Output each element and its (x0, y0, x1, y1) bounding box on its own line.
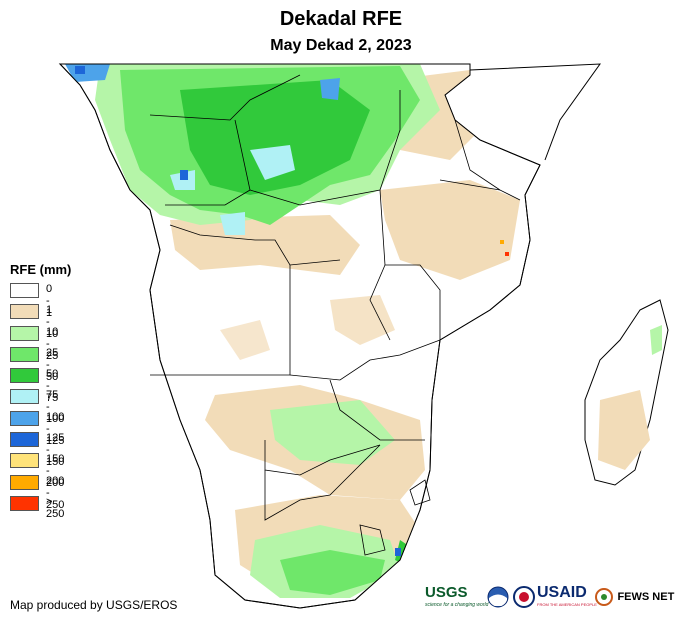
rainfall-layer (65, 64, 520, 598)
legend-label: 200 - 250 (46, 474, 65, 511)
noaa-logo (487, 586, 509, 613)
legend-swatch (10, 325, 39, 341)
legend-label: 25 - 50 (46, 346, 59, 383)
legend-swatch (10, 410, 39, 426)
legend-swatch (10, 495, 39, 511)
legend-swatch (10, 389, 39, 405)
legend-swatch (10, 283, 39, 298)
legend-swatch (10, 304, 39, 320)
legend-swatch (10, 474, 39, 490)
legend-label: 50 - 75 (46, 368, 59, 405)
usaid-logo: USAID FROM THE AMERICAN PEOPLE (537, 584, 597, 607)
usaid-seal-icon (513, 586, 535, 613)
legend-swatch (10, 368, 39, 384)
legend-label: 100 - 125 (46, 410, 65, 447)
fews-net-logo: FEWS NET (595, 588, 674, 606)
map-subtitle: May Dekad 2, 2023 (270, 37, 412, 54)
legend-label: 10 - 25 (46, 325, 59, 362)
legend-title: RFE (mm) (10, 262, 72, 277)
country-borders (149, 74, 521, 556)
partner-logos: USGS science for a changing world USAID … (425, 584, 675, 614)
map-title: Dekadal RFE (279, 8, 403, 30)
legend-label: > 250 (46, 495, 65, 520)
legend-swatch (10, 453, 39, 469)
legend-swatch (10, 346, 39, 362)
legend-label: 150 - 200 (46, 453, 65, 490)
legend-label: 125 - 150 (46, 432, 65, 469)
legend-label: 1 - 10 (46, 304, 59, 341)
usgs-logo: USGS science for a changing world (425, 584, 489, 608)
legend-label: 0 - 1 (46, 283, 53, 319)
legend-swatch (10, 432, 39, 448)
legend-label: 75 - 100 (46, 389, 65, 426)
credit-text: Map produced by USGS/EROS (10, 598, 178, 612)
